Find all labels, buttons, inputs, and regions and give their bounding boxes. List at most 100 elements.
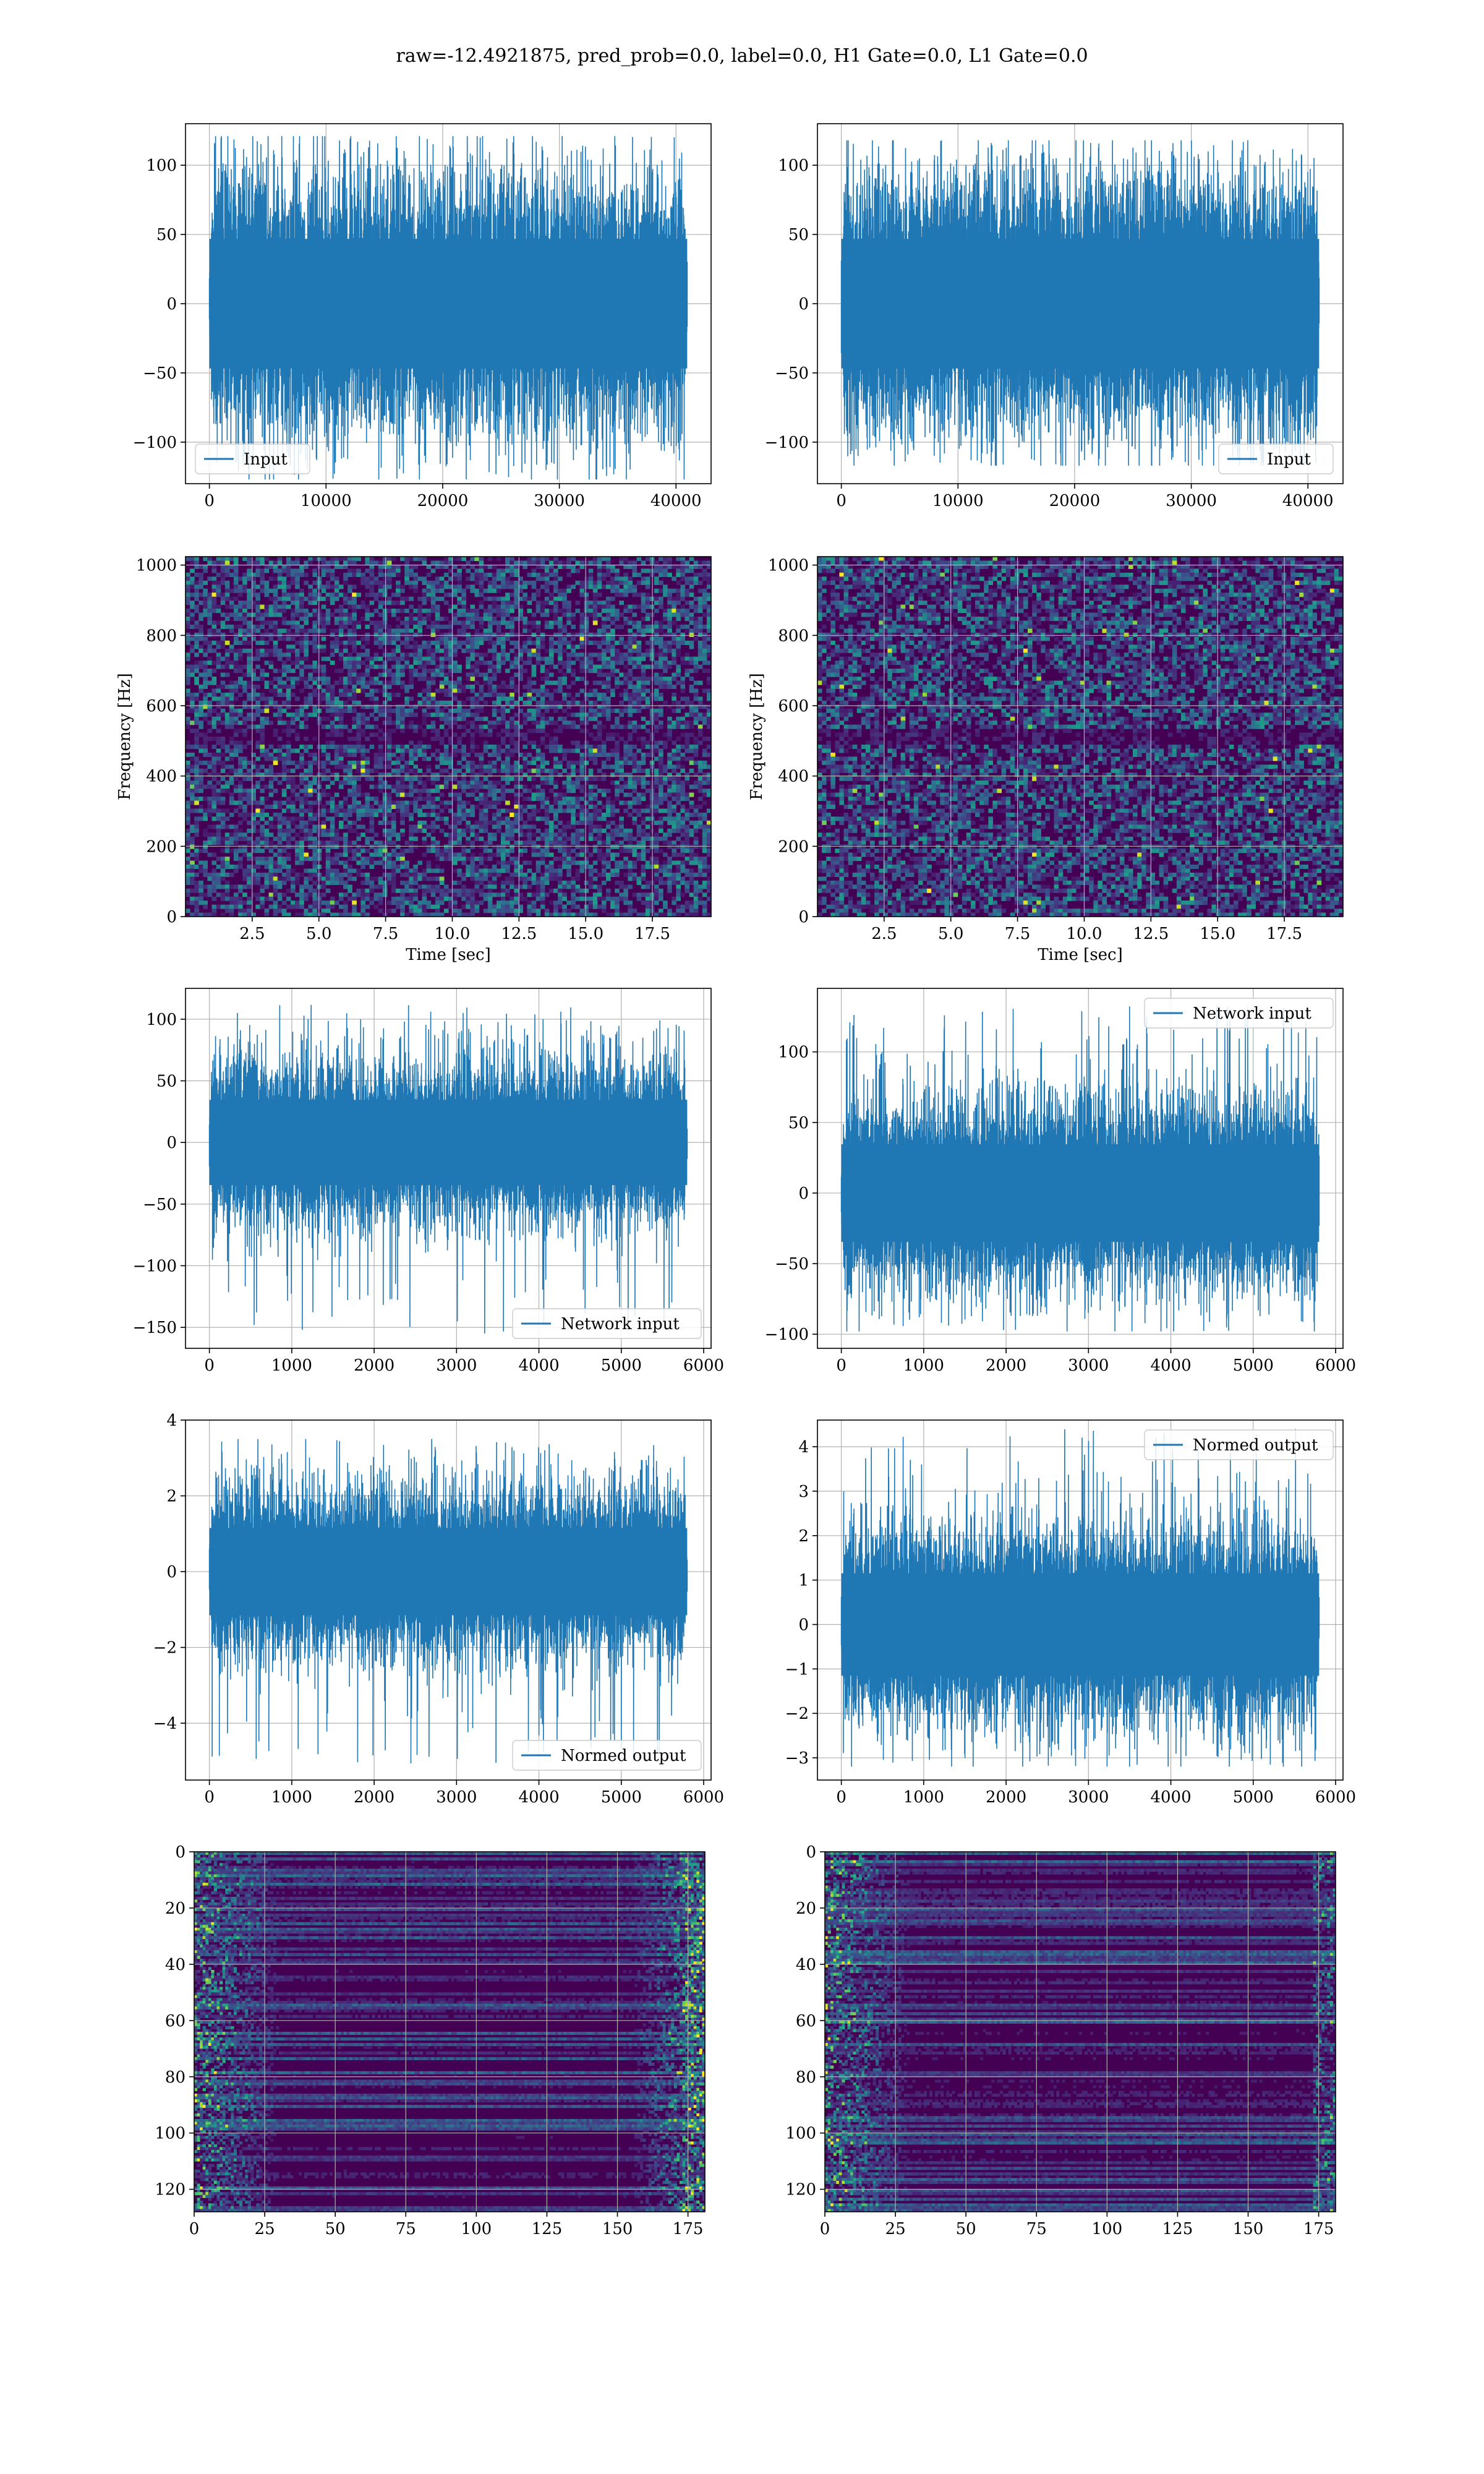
chart-normed-right: 0 1000 2000 3000 4000 5000 6000 −3 −2 −1 0 1 2 3 4 Norm… [785, 1419, 1356, 1807]
legend: Input [1218, 443, 1334, 474]
y-tick-label: −100 [765, 1325, 809, 1344]
x-axis-label: Time [sec] [1038, 946, 1123, 964]
plot-area [825, 1852, 1336, 2212]
x-tick-label: 3000 [436, 1788, 477, 1807]
plot-area [186, 1420, 711, 1780]
x-tick-label: 4000 [1150, 1356, 1191, 1375]
x-tick-label: 4000 [518, 1788, 559, 1807]
x-tick-label: 25 [885, 2220, 906, 2238]
x-tick-label: 2.5 [239, 925, 265, 943]
plot-area [817, 124, 1343, 484]
chart-network-right: 0 1000 2000 3000 4000 5000 6000 −100 −50 0 50 100 Ne… [765, 988, 1356, 1375]
x-tick-label: 5000 [1233, 1356, 1274, 1375]
y-tick-label: 20 [165, 1899, 186, 1918]
legend-label: Input [244, 450, 288, 469]
x-tick-label: 1000 [271, 1356, 312, 1375]
y-tick-label: 200 [146, 837, 177, 856]
x-tick-label: 1000 [903, 1356, 944, 1375]
x-tick-label: 20000 [417, 492, 469, 510]
y-tick-label: −100 [133, 1257, 177, 1275]
series-dense-band [841, 1573, 1320, 1676]
chart-input-left: 0 10000 20000 30000 40000 −100 −50 0 50 100 Input [133, 123, 712, 510]
y-tick-label: 80 [165, 2068, 186, 2087]
x-tick-label: 175 [1303, 2220, 1334, 2238]
y-tick-label: 400 [146, 768, 177, 786]
x-tick-label: 7.5 [373, 925, 398, 943]
y-tick-label: 2 [798, 1527, 809, 1546]
axes-frame [185, 1419, 712, 1781]
y-tick-label: 50 [156, 226, 177, 244]
x-tick-label: 2000 [354, 1788, 394, 1807]
y-tick-label: −2 [153, 1639, 177, 1658]
x-tick-label: 5.0 [938, 925, 963, 943]
x-tick-label: 0 [204, 1356, 215, 1375]
y-tick-label: 0 [798, 908, 809, 927]
y-tick-label: 600 [146, 697, 177, 716]
x-tick-label: 125 [1162, 2220, 1193, 2238]
chart-normed-left: 0 1000 2000 3000 4000 5000 6000 −4 −2 0 2 4 Normed o… [153, 1411, 724, 1807]
figure-title: raw=-12.4921875, pred_prob=0.0, label=0.… [396, 45, 1088, 67]
y-tick-label: 60 [796, 2012, 816, 2031]
x-tick-label: 12.5 [1133, 925, 1169, 943]
heatmap-cells [825, 1852, 1336, 2212]
axes-frame [185, 988, 712, 1349]
plot-area [817, 988, 1343, 1348]
x-tick-label: 10.0 [1067, 925, 1102, 943]
y-tick-label: −150 [133, 1319, 177, 1337]
legend-label: Normed output [561, 1747, 686, 1765]
x-tick-label: 6000 [1315, 1788, 1356, 1807]
x-tick-label: 0 [836, 1356, 846, 1375]
y-tick-label: 80 [796, 2068, 816, 2087]
x-tick-label: 5000 [601, 1356, 642, 1375]
axes-frame [194, 1851, 706, 2212]
gridlines [186, 557, 711, 917]
y-tick-label: 0 [166, 1134, 177, 1152]
y-tick-label: 800 [778, 627, 809, 645]
y-tick-label: 3 [798, 1483, 809, 1501]
axes-frame [817, 988, 1344, 1349]
y-tick-label: −100 [133, 434, 177, 452]
axes-frame [817, 556, 1344, 917]
x-tick-label: 0 [189, 2220, 200, 2238]
x-tick-label: 20000 [1049, 492, 1101, 510]
chart-input-right: 0 10000 20000 30000 40000 −100 −50 0 50 100 Input [765, 123, 1344, 510]
y-tick-label: 40 [796, 1956, 816, 1974]
legend-label: Network input [1193, 1004, 1311, 1023]
x-axis-label: Time [sec] [406, 946, 491, 964]
y-tick-label: 120 [155, 2181, 186, 2199]
y-tick-label: −50 [775, 364, 809, 383]
heatmap-cells [186, 557, 711, 917]
x-tick-label: 150 [602, 2220, 633, 2238]
x-tick-label: 175 [673, 2220, 704, 2238]
y-tick-label: 50 [788, 226, 809, 244]
x-tick-label: 75 [396, 2220, 416, 2238]
x-tick-label: 2000 [986, 1788, 1026, 1807]
x-tick-label: 15.0 [1200, 925, 1235, 943]
legend: Normed output [512, 1740, 702, 1771]
y-tick-label: 0 [798, 1616, 809, 1635]
y-tick-label: 0 [798, 295, 809, 314]
x-tick-label: 12.5 [501, 925, 537, 943]
heatmap-cells [194, 1852, 705, 2212]
y-tick-label: 50 [788, 1114, 809, 1132]
series-dense-band [209, 1528, 688, 1616]
legend-label: Network input [561, 1315, 680, 1333]
x-tick-label: 6000 [683, 1788, 724, 1807]
axes-frame [185, 556, 712, 917]
x-tick-label: 2000 [986, 1356, 1026, 1375]
x-tick-label: 150 [1233, 2220, 1264, 2238]
y-tick-label: 100 [778, 156, 809, 175]
y-tick-label: −50 [143, 1196, 177, 1214]
x-tick-label: 0 [836, 492, 846, 510]
x-tick-label: 40000 [650, 492, 702, 510]
y-tick-label: 20 [796, 1899, 816, 1918]
y-tick-label: −3 [785, 1749, 809, 1768]
x-tick-label: 2000 [354, 1356, 394, 1375]
y-tick-label: 0 [806, 1843, 816, 1862]
plot-area [186, 557, 711, 917]
x-tick-label: 10000 [932, 492, 984, 510]
y-tick-label: 200 [778, 837, 809, 856]
y-tick-label: 600 [778, 697, 809, 716]
x-tick-label: 3000 [436, 1356, 477, 1375]
